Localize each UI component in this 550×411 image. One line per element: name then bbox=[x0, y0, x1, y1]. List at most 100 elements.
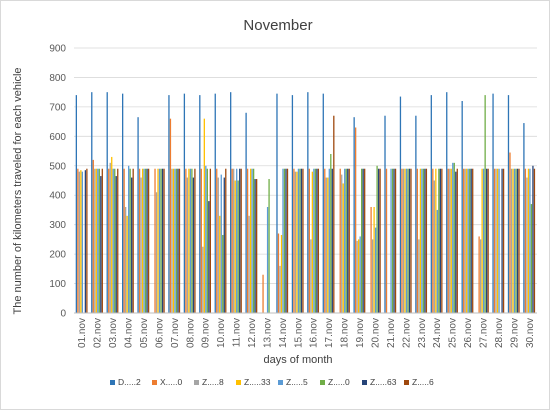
x-tick-label: 13.nov bbox=[262, 318, 273, 348]
bar bbox=[424, 168, 426, 313]
bar bbox=[186, 177, 189, 313]
bar bbox=[300, 168, 303, 313]
legend-label: Z.....5 bbox=[286, 377, 308, 387]
bar bbox=[502, 168, 505, 313]
x-tick-label: 07.nov bbox=[170, 318, 181, 348]
y-axis-ticks: 0 100 200 300 400 500 600 700 800 900 bbox=[49, 44, 66, 320]
bar bbox=[479, 239, 482, 313]
bar bbox=[240, 168, 242, 313]
bar bbox=[364, 168, 366, 313]
x-tick-label: 30.nov bbox=[525, 318, 536, 348]
bar bbox=[299, 168, 301, 313]
bar bbox=[391, 168, 394, 313]
legend-label: Z.....33 bbox=[244, 377, 271, 387]
bar bbox=[455, 171, 457, 313]
bar bbox=[418, 239, 420, 313]
bar bbox=[138, 168, 141, 313]
bar bbox=[268, 179, 270, 313]
legend-label: D.....2 bbox=[118, 377, 141, 387]
y-tick-label: 800 bbox=[49, 73, 66, 84]
bar bbox=[328, 168, 330, 313]
bar bbox=[481, 168, 483, 313]
bar bbox=[216, 168, 218, 313]
bar bbox=[532, 165, 534, 313]
bar bbox=[78, 171, 81, 313]
bar bbox=[376, 165, 378, 313]
x-tick-label: 16.nov bbox=[309, 318, 320, 348]
bar bbox=[254, 179, 256, 313]
y-axis-title: The number of kilometers traveled for ea… bbox=[12, 67, 24, 314]
bar bbox=[117, 168, 119, 313]
bar bbox=[237, 180, 239, 313]
bar bbox=[330, 154, 332, 313]
bar bbox=[371, 239, 374, 313]
bar bbox=[524, 168, 527, 313]
legend-label: Z.....6 bbox=[412, 377, 434, 387]
bar bbox=[447, 168, 449, 313]
y-tick-label: 300 bbox=[49, 220, 66, 231]
bar bbox=[94, 168, 96, 313]
bar bbox=[439, 168, 441, 313]
bar bbox=[344, 168, 346, 313]
bar bbox=[422, 168, 425, 313]
bar bbox=[220, 174, 222, 313]
bar bbox=[441, 168, 443, 313]
y-tick-label: 600 bbox=[49, 132, 66, 143]
bar bbox=[464, 168, 466, 313]
bar bbox=[98, 168, 100, 313]
legend-label: X.....0 bbox=[160, 377, 182, 387]
bar bbox=[185, 168, 187, 313]
legend-swatch bbox=[320, 380, 325, 385]
bar bbox=[390, 168, 392, 313]
bar bbox=[523, 123, 525, 313]
bar bbox=[194, 168, 196, 313]
legend-item: X.....0 bbox=[152, 377, 182, 387]
legend-item: Z.....33 bbox=[236, 377, 271, 387]
bar bbox=[342, 183, 344, 313]
x-tick-label: 12.nov bbox=[247, 318, 258, 348]
x-tick-label: 08.nov bbox=[185, 318, 196, 348]
bar bbox=[485, 168, 488, 313]
bar bbox=[161, 168, 164, 313]
bar bbox=[430, 95, 432, 313]
x-tick-label: 27.nov bbox=[478, 318, 489, 348]
bar bbox=[234, 180, 236, 313]
x-tick-label: 18.nov bbox=[340, 318, 351, 348]
bar bbox=[469, 168, 471, 313]
bar bbox=[526, 177, 528, 313]
bar bbox=[347, 168, 349, 313]
bar bbox=[140, 177, 142, 313]
bar bbox=[325, 177, 327, 313]
bar bbox=[171, 168, 173, 313]
bar bbox=[146, 168, 148, 313]
x-tick-label: 24.nov bbox=[432, 318, 443, 348]
bar bbox=[112, 168, 114, 313]
bar bbox=[169, 118, 172, 313]
gridlines bbox=[74, 47, 537, 284]
bar bbox=[404, 168, 406, 313]
bar bbox=[128, 165, 130, 313]
bar bbox=[533, 168, 536, 313]
x-tick-label: 09.nov bbox=[201, 318, 212, 348]
bar bbox=[92, 159, 94, 313]
bar bbox=[296, 171, 298, 313]
x-tick-label: 20.nov bbox=[370, 318, 381, 348]
bar bbox=[291, 95, 294, 313]
bar bbox=[246, 168, 249, 313]
x-tick-label: 17.nov bbox=[324, 318, 335, 348]
bar bbox=[345, 168, 347, 313]
bar bbox=[510, 168, 513, 313]
bar bbox=[97, 168, 99, 313]
bar bbox=[379, 168, 381, 313]
y-tick-label: 500 bbox=[49, 161, 66, 172]
bar bbox=[530, 204, 533, 313]
bar bbox=[191, 168, 193, 313]
bar bbox=[339, 168, 341, 313]
x-tick-label: 10.nov bbox=[216, 318, 227, 348]
bar bbox=[86, 168, 88, 313]
bar bbox=[453, 162, 455, 313]
bar bbox=[432, 168, 434, 313]
bar bbox=[225, 168, 227, 313]
bar bbox=[362, 168, 364, 313]
